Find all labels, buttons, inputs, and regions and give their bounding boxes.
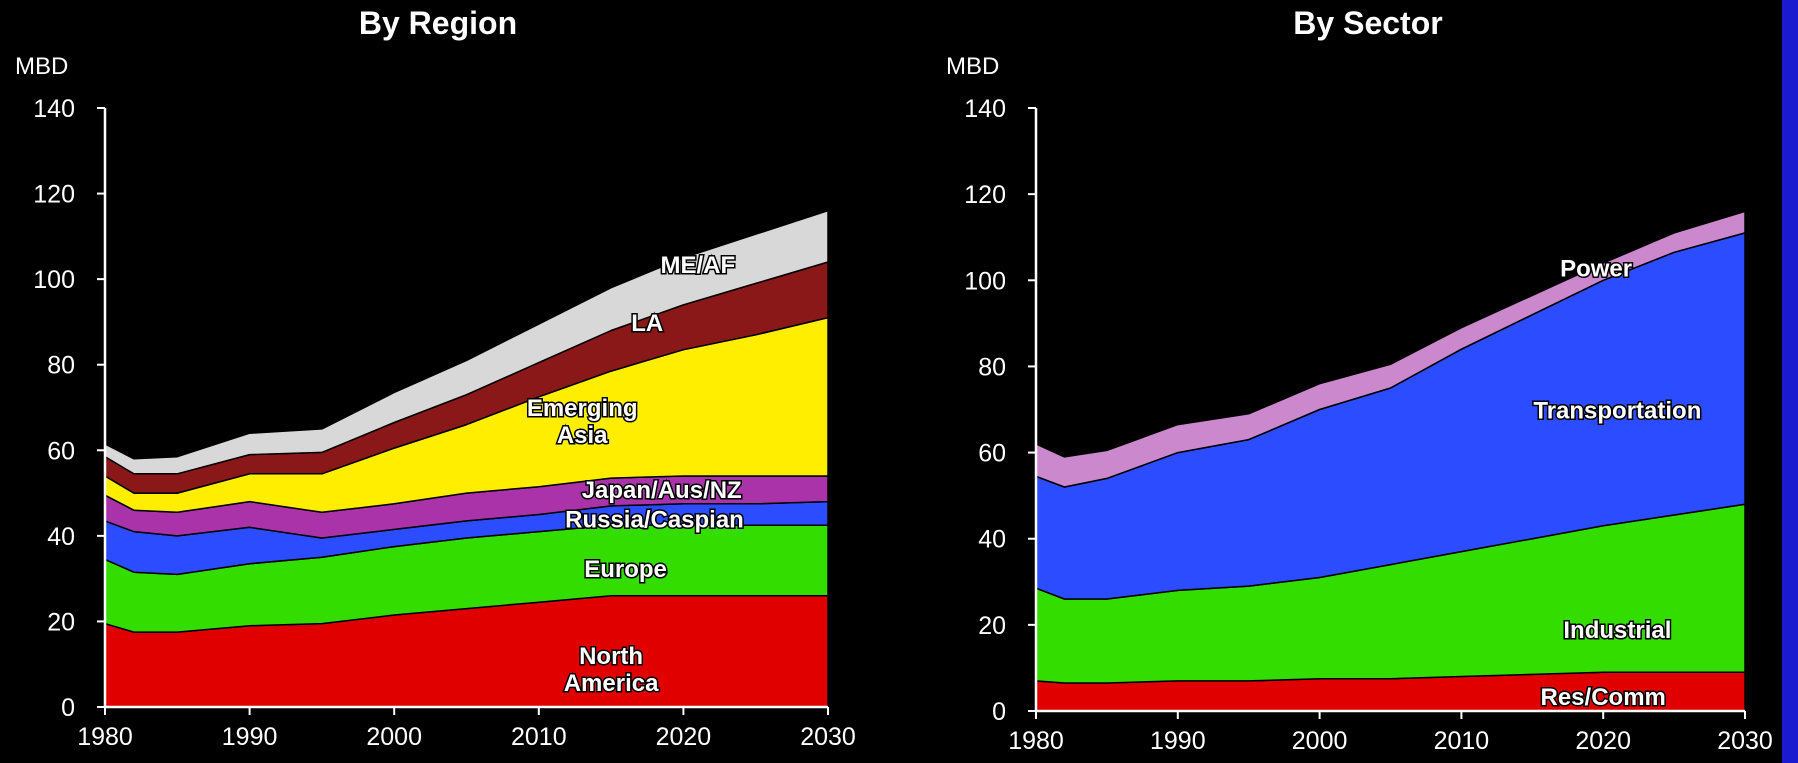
x-tick-label: 2010 xyxy=(1434,727,1490,755)
series-label-europe: Europe xyxy=(584,556,667,583)
y-tick-label: 100 xyxy=(33,266,75,294)
y-tick-label: 20 xyxy=(978,612,1006,640)
series-label-res-comm: Res/Comm xyxy=(1541,684,1666,711)
y-tick-label: 140 xyxy=(964,95,1006,123)
area-series-power xyxy=(1035,210,1746,488)
series-label-la: LA xyxy=(631,310,663,337)
y-tick-label: 40 xyxy=(47,523,75,551)
y-tick-label: 80 xyxy=(47,352,75,380)
y-tick-label: 40 xyxy=(978,526,1006,554)
y-tick-label: 140 xyxy=(33,95,75,123)
series-label-emerging-asia: Emerging Asia xyxy=(527,395,638,449)
series-label-industrial: Industrial xyxy=(1563,617,1671,644)
series-label-transportation: Transportation xyxy=(1533,398,1701,425)
x-tick-label: 2000 xyxy=(1292,727,1348,755)
series-label-north-america: North America xyxy=(564,643,659,697)
series-label-japan-aus-nz: Japan/Aus/NZ xyxy=(582,477,742,504)
y-tick-label: 60 xyxy=(978,440,1006,468)
y-tick-label: 0 xyxy=(992,698,1006,726)
x-tick-label: 2030 xyxy=(800,723,856,751)
y-tick-label: 60 xyxy=(47,437,75,465)
y-axis-unit-label: MBD xyxy=(946,53,999,80)
x-tick-label: 2020 xyxy=(1575,727,1631,755)
chart-title: By Region xyxy=(359,5,517,41)
y-tick-label: 0 xyxy=(61,694,75,722)
x-tick-label: 1980 xyxy=(1008,727,1064,755)
chart-by-region: By Region MBD 0 20 40 60 80 100 120 140 1980 1990 20… xyxy=(15,5,856,751)
x-tick-label: 1990 xyxy=(1150,727,1206,755)
x-tick-label: 2010 xyxy=(511,723,567,751)
y-tick-label: 100 xyxy=(964,267,1006,295)
x-tick-label: 1990 xyxy=(222,723,278,751)
y-tick-label: 120 xyxy=(964,181,1006,209)
series-label-russia-caspian: Russia/Caspian xyxy=(565,507,744,534)
x-tick-label: 1980 xyxy=(77,723,133,751)
y-tick-label: 80 xyxy=(978,353,1006,381)
right-edge-strip xyxy=(1782,0,1798,763)
chart-title: By Sector xyxy=(1293,5,1442,41)
area-series-me-af xyxy=(104,209,829,475)
series-label-power: Power xyxy=(1560,255,1632,282)
y-tick-label: 120 xyxy=(33,181,75,209)
x-tick-label: 2020 xyxy=(656,723,712,751)
x-tick-label: 2030 xyxy=(1717,727,1773,755)
chart-by-sector: By Sector MBD 0 20 40 60 80 100 120 140 1980 1990 20… xyxy=(946,5,1773,755)
x-tick-label: 2000 xyxy=(366,723,422,751)
y-axis-unit-label: MBD xyxy=(15,53,68,80)
series-label-me-af: ME/AF xyxy=(661,252,736,279)
y-tick-label: 20 xyxy=(47,608,75,636)
